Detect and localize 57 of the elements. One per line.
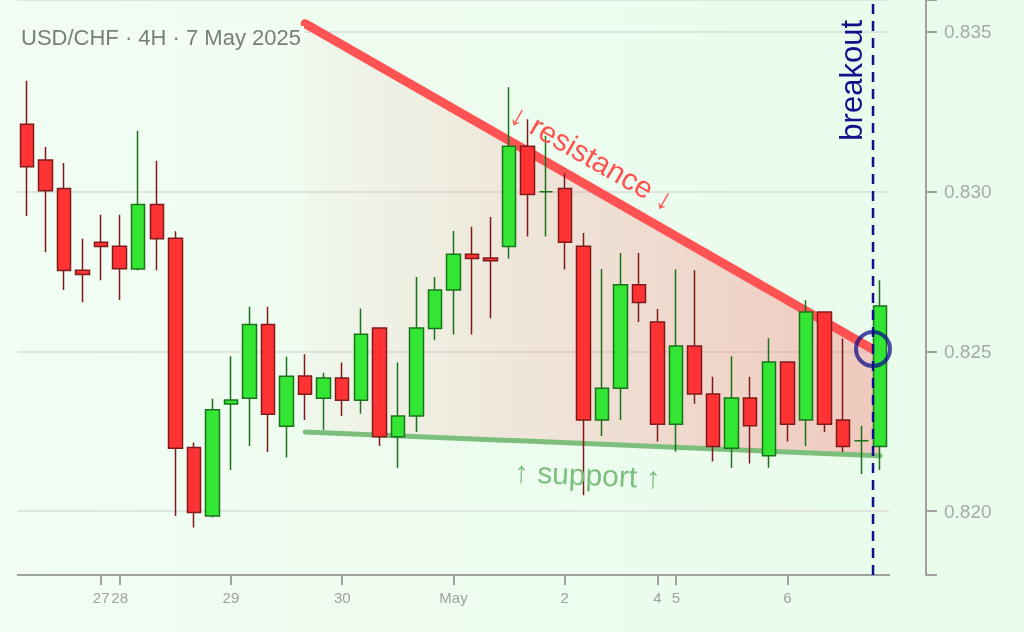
candlestick: [798, 299, 814, 447]
candlestick: [853, 425, 870, 475]
candlestick: [56, 162, 72, 291]
candlestick: [408, 276, 425, 433]
candlestick: [612, 252, 629, 421]
x-tick-label: 2: [560, 589, 569, 606]
x-tick-label: 30: [333, 589, 351, 606]
candlestick: [223, 355, 239, 471]
candlestick: [74, 237, 91, 303]
candlestick: [594, 268, 610, 437]
candlestick: [705, 375, 721, 463]
candlestick: [631, 252, 647, 323]
candlestick: [723, 355, 740, 469]
candlestick: [204, 397, 221, 519]
candlestick: [93, 213, 109, 281]
candlestick: [835, 337, 851, 453]
y-tick-label: 0.835: [944, 21, 992, 43]
candlestick: [427, 276, 443, 341]
x-tick-label: 28: [111, 589, 129, 606]
y-tick-label: 0.820: [944, 500, 992, 522]
candlestick: [130, 129, 146, 271]
candlestick: [371, 327, 388, 447]
candlestick: [464, 226, 480, 336]
candlestick: [278, 356, 295, 459]
x-tick-label: May: [439, 589, 469, 606]
annotation: breakout: [834, 19, 870, 141]
candlestick: [668, 268, 684, 453]
candlestick: [19, 80, 35, 217]
x-tick-label: 6: [783, 589, 792, 606]
candlestick: [334, 361, 350, 417]
y-tick-label: 0.830: [944, 181, 992, 203]
x-tick-label: 29: [222, 589, 240, 606]
candlestick: [37, 146, 54, 254]
candlestick: [390, 361, 406, 469]
candlestick: [482, 216, 499, 319]
x-tick-label: 5: [671, 589, 681, 606]
candlestick: [186, 441, 202, 529]
candlestick: [353, 307, 369, 415]
candlestick: [167, 230, 184, 517]
candlestick: [761, 337, 777, 469]
y-tick-label: 0.825: [944, 340, 992, 362]
x-tick-label: 27: [92, 589, 110, 606]
text: USD/CHF · 4H · 7 May 2025: [21, 24, 301, 50]
candlestick: [315, 372, 332, 431]
candlestick: [241, 305, 258, 447]
candlestick: [297, 353, 313, 421]
series-label: ↑ support ↑: [513, 455, 662, 495]
candlestick: [686, 269, 703, 405]
candlestick: [260, 305, 276, 453]
candlestick: [742, 375, 758, 465]
x-tick-label: 4: [653, 589, 662, 606]
candlestick: [779, 361, 796, 443]
candlestick: [149, 159, 165, 271]
candlestick: [816, 311, 833, 433]
candlestick: [649, 308, 666, 443]
candlestick: [445, 230, 462, 336]
candlestick: [111, 213, 128, 301]
